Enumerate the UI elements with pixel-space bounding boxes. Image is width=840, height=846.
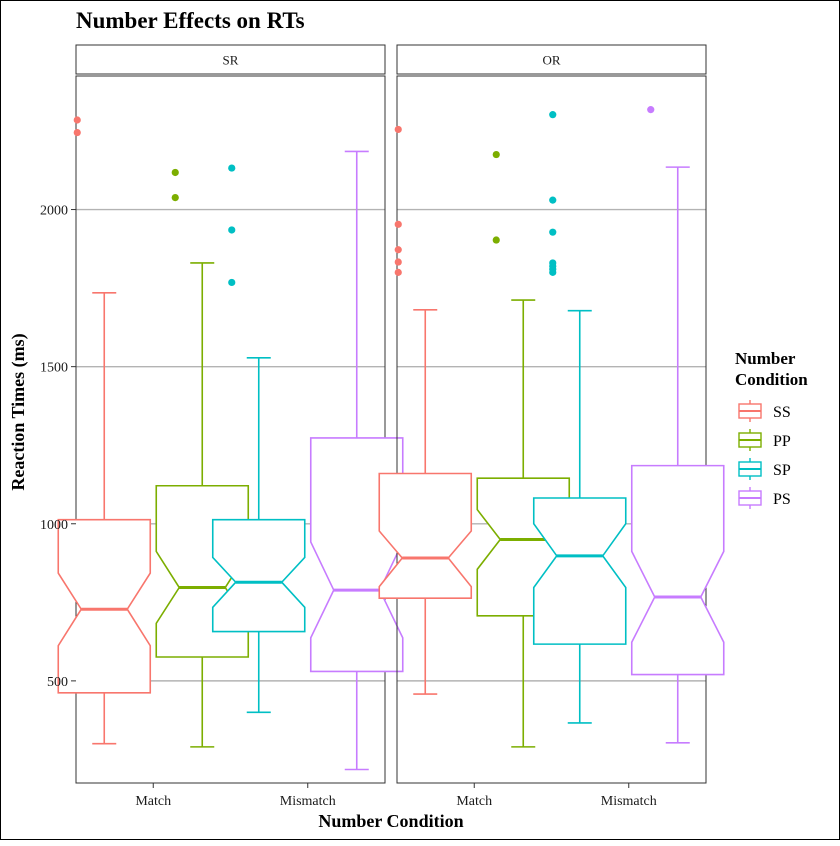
x-tick-label: Mismatch (601, 794, 657, 809)
legend-item-pp: PP (738, 429, 791, 451)
panel-or: OR (378, 44, 725, 784)
outlier-point (549, 196, 557, 204)
outlier-point (171, 168, 179, 177)
facet-strip-label: OR (542, 53, 560, 68)
box-sp-mismatch (211, 164, 306, 714)
legend-item-sp: SP (738, 458, 791, 480)
panel-border (396, 75, 707, 784)
y-axis: 500 1000 1500 2000 (40, 204, 76, 690)
legend-label: PP (773, 433, 791, 450)
legend: Number Condition SS PP SP PS (735, 349, 808, 509)
legend-label: PS (773, 491, 791, 508)
x-tick-label: Match (135, 794, 171, 809)
legend-title: Number (735, 349, 796, 368)
outlier-point (492, 150, 500, 159)
x-tick-label: Mismatch (280, 794, 336, 809)
outlier-point (228, 278, 236, 287)
facet-strip (396, 44, 707, 75)
x-axis-title: Number Condition (318, 811, 463, 831)
x-tick-label: Match (456, 794, 492, 809)
box-sp-mismatch (532, 111, 627, 724)
legend-title: Condition (735, 370, 808, 389)
box-pp-match (476, 150, 571, 748)
box-body (630, 464, 725, 676)
outlier-point (394, 246, 402, 254)
x-axis: Match Mismatch Match Mismatch (135, 783, 657, 809)
outlier-point (228, 164, 236, 172)
panel-sr: SR (57, 44, 404, 784)
outlier-point (73, 116, 81, 124)
outlier-point (549, 228, 557, 236)
outlier-point (492, 236, 500, 244)
outlier-point (171, 194, 179, 202)
facet-panels: SR OR (57, 44, 725, 784)
y-tick-label: 2000 (40, 204, 68, 219)
legend-item-ps: PS (738, 487, 791, 509)
box-ss-match (378, 125, 473, 695)
y-tick-label: 1000 (40, 518, 68, 533)
chart-title: Number Effects on RTs (76, 8, 305, 33)
y-tick-label: 1500 (40, 361, 68, 376)
outlier-point (73, 128, 81, 137)
box-pp-match (155, 168, 250, 748)
box-ss-match (57, 116, 152, 745)
legend-label: SS (773, 404, 791, 421)
facet-strip-label: SR (223, 53, 239, 68)
box-body (532, 497, 627, 645)
outlier-point (647, 106, 655, 114)
y-tick-label: 500 (47, 675, 68, 690)
y-axis-title: Reaction Times (ms) (8, 333, 29, 490)
box-ps-mismatch (309, 150, 404, 771)
outlier-point (228, 226, 236, 234)
outlier-point (394, 258, 402, 266)
box-ps-mismatch (630, 106, 725, 744)
box-body (378, 472, 473, 600)
panel-border (75, 75, 386, 784)
outlier-point (394, 125, 402, 134)
outlier-point (394, 220, 402, 228)
outlier-point (549, 259, 557, 267)
legend-label: SP (773, 462, 791, 479)
outlier-point (394, 268, 402, 276)
box-body (57, 518, 152, 694)
legend-item-ss: SS (738, 400, 791, 422)
outlier-point (549, 111, 557, 119)
box-body (211, 518, 306, 633)
facet-strip (75, 44, 386, 75)
